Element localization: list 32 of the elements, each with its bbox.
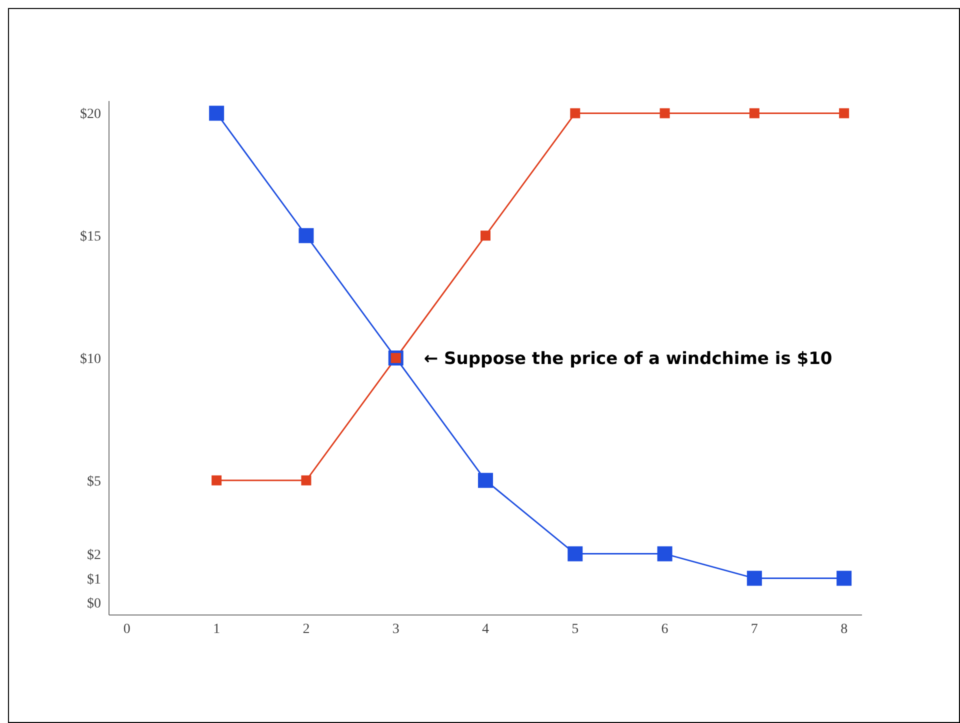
y-tick-label: $1 bbox=[87, 572, 101, 588]
x-tick-label: 7 bbox=[750, 622, 758, 637]
x-tick-label: 4 bbox=[482, 622, 489, 637]
y-tick-label: $2 bbox=[87, 548, 101, 563]
y-tick-label: $15 bbox=[80, 230, 101, 245]
point bbox=[301, 475, 312, 486]
point bbox=[212, 475, 222, 486]
x-tick-label: 0 bbox=[123, 622, 130, 637]
y-tick-label: $5 bbox=[87, 474, 101, 490]
y-tick-label: $0 bbox=[87, 596, 101, 612]
x-tick-label: 1 bbox=[213, 622, 220, 637]
x-tick-label: 8 bbox=[840, 622, 848, 637]
y-tick-label: $10 bbox=[80, 352, 101, 367]
x-tick-label: 2 bbox=[302, 622, 310, 637]
y-tick-label: $20 bbox=[80, 107, 101, 122]
x-tick-label: 3 bbox=[392, 622, 400, 637]
point bbox=[570, 108, 580, 118]
point bbox=[839, 108, 850, 118]
page-frame: 0 1 2 3 4 5 6 7 8 $0 $1 $2 $5 $10 $15 $20 ← Suppose the price of a windchime is $10 bbox=[8, 8, 960, 723]
point bbox=[746, 570, 762, 586]
point bbox=[298, 228, 314, 244]
point bbox=[660, 108, 670, 118]
point bbox=[749, 108, 760, 118]
point bbox=[209, 106, 224, 121]
point bbox=[568, 546, 583, 562]
annotation: ← Suppose the price of a windchime is $10 bbox=[424, 349, 832, 370]
point bbox=[480, 230, 490, 241]
point bbox=[836, 570, 852, 586]
point bbox=[657, 546, 672, 562]
x-tick-label: 6 bbox=[661, 622, 668, 637]
point bbox=[478, 472, 493, 488]
x-tick-label: 5 bbox=[572, 622, 579, 637]
